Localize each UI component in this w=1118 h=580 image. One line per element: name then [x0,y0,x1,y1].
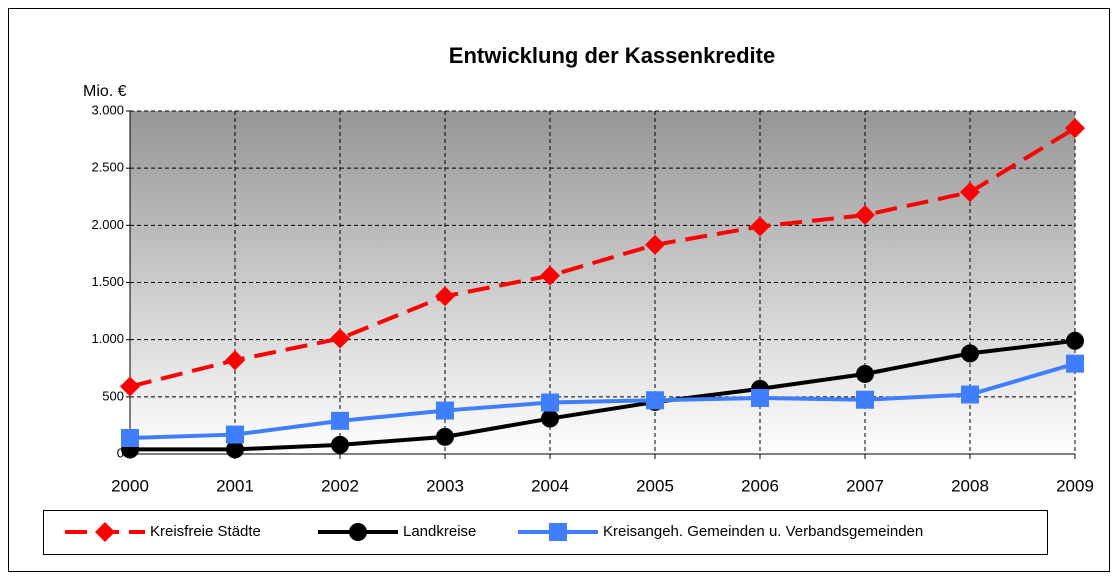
x-tick-label: 2009 [1056,476,1094,495]
y-tick-label: 1.000 [91,331,124,346]
x-tick-label: 2001 [216,476,254,495]
y-tick-label: 2.000 [91,217,124,232]
x-tick-label: 2000 [111,476,149,495]
point [960,182,980,203]
point [330,328,350,349]
point [961,385,979,404]
point [750,216,770,237]
y-tick-label: 1.500 [91,274,124,289]
point [1066,331,1084,350]
point [226,440,244,459]
point [646,391,664,410]
point [121,428,139,447]
y-tick-label: 500 [102,388,124,403]
point [331,411,349,430]
y-tick-label: 3.000 [91,102,124,117]
point [331,435,349,454]
point [1065,118,1085,139]
point [120,376,140,397]
x-tick-label: 2006 [741,476,779,495]
x-tick-label: 2008 [951,476,989,495]
point [435,286,455,307]
x-tick-label: 2004 [531,476,569,495]
point [856,390,874,409]
point [541,409,559,428]
y-axis-label: Mio. € [83,83,127,100]
y-tick-label: 2.500 [91,160,124,175]
point [541,393,559,412]
x-tick-label: 2003 [426,476,464,495]
legend-label: Kreisfreie Städte [150,523,261,540]
x-tick-label: 2005 [636,476,674,495]
point [751,388,769,407]
point [1066,354,1084,373]
legend-label: Landkreise [403,523,476,540]
series-line [129,126,1077,389]
legend-marker [95,522,115,542]
legend-marker [549,523,567,541]
series-line [129,361,1076,440]
legend-marker [349,523,367,541]
y-tick-label: 0 [117,445,124,460]
series-line [130,338,1076,452]
point [436,427,454,446]
point [645,234,665,255]
point [436,401,454,420]
point [226,425,244,444]
x-tick-label: 2007 [846,476,884,495]
x-tick-label: 2002 [321,476,359,495]
point [961,344,979,363]
point [856,364,874,383]
chart-title: Entwicklung der Kassenkredite [449,43,775,68]
point [225,350,245,371]
point [540,265,560,286]
point [855,205,875,226]
legend-label: Kreisangeh. Gemeinden u. Verbandsgemeind… [603,523,923,540]
